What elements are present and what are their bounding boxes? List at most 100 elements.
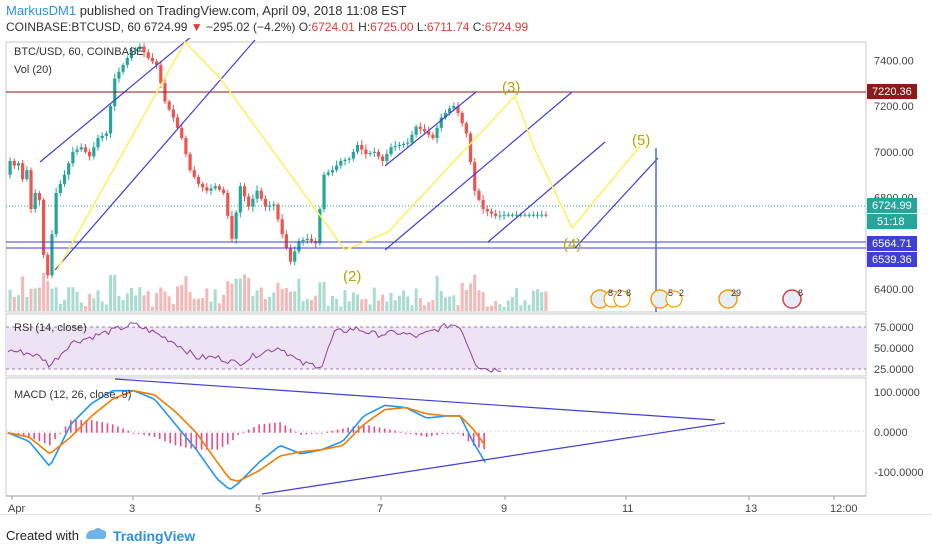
candle-body	[355, 144, 360, 152]
chart-svg[interactable]: 7400.007200.007000.006800.006600.006400.…	[0, 38, 932, 550]
event-flags[interactable]: 8 2 8 5 2 29 8	[590, 288, 803, 309]
volume-bar	[163, 291, 167, 311]
candle-body	[385, 154, 389, 161]
candle-body	[58, 183, 62, 194]
candle-body	[372, 151, 376, 153]
volume-bar	[322, 281, 326, 311]
price-tag-last-text: 6724.99	[872, 200, 912, 212]
price-pane[interactable]	[5, 41, 867, 313]
macd-histogram-bar	[132, 432, 135, 434]
candle-body	[242, 186, 247, 197]
macd-histogram-bar	[158, 432, 161, 440]
event-count: 5	[668, 288, 673, 298]
price-tag-support-2	[867, 252, 917, 267]
low-value: 6711.74	[426, 20, 470, 34]
channel-3-lower[interactable]	[574, 157, 659, 249]
volume-bar	[138, 287, 142, 311]
candle-body	[322, 174, 326, 210]
candle-body	[16, 163, 21, 166]
candle-body	[531, 214, 535, 216]
publish-info: MarkusDM1 published on TradingView.com, …	[6, 3, 407, 18]
macd-histogram-bar	[190, 432, 192, 449]
macd-histogram-bar	[90, 420, 93, 433]
event-badge-icon[interactable]	[665, 290, 683, 308]
time-axis-tick: 7	[377, 503, 383, 515]
macd-pane[interactable]	[5, 377, 867, 497]
candle-body	[540, 214, 544, 216]
macd-histogram-bar	[420, 432, 423, 436]
author-name[interactable]: MarkusDM1	[6, 3, 77, 18]
candle-body	[376, 151, 381, 157]
candle-body	[489, 211, 494, 214]
candle-body	[83, 147, 88, 152]
candle-body	[247, 196, 251, 207]
candle-body	[29, 170, 33, 210]
volume-bar	[460, 282, 464, 311]
macd-histogram-bar	[263, 423, 266, 433]
volume-bar	[410, 305, 414, 311]
channel-2-lower[interactable]	[384, 91, 573, 251]
volume-bar	[305, 299, 309, 311]
volume-bar	[92, 298, 96, 311]
macd-histogram-bar	[326, 431, 328, 433]
publish-text: published on TradingView.com, April 09, …	[76, 3, 407, 18]
volume-bar	[381, 294, 385, 311]
candle-body	[62, 174, 67, 184]
candle-body	[159, 64, 163, 84]
macd-histogram-bar	[169, 432, 172, 444]
volume-bar	[527, 304, 531, 311]
candle-body	[397, 144, 401, 147]
channel-1-upper[interactable]	[39, 38, 192, 163]
candle-body	[481, 199, 485, 210]
macd-histogram-bar	[368, 425, 370, 433]
macd-histogram-bar	[38, 432, 41, 442]
volume-bar	[376, 300, 380, 311]
macd-histogram-bar	[226, 432, 229, 445]
time-axis-tick: 9	[501, 503, 507, 515]
candle-body	[406, 142, 410, 144]
volume-bar	[423, 305, 427, 311]
event-count: 8	[608, 288, 613, 298]
tradingview-brand[interactable]: TradingView	[113, 528, 196, 544]
macd-histogram-bar	[101, 422, 103, 433]
volume-bar	[263, 299, 267, 311]
candle-body	[351, 151, 355, 159]
channel-1-lower[interactable]	[54, 39, 256, 271]
volume-bar	[109, 274, 113, 311]
volume-bar	[226, 281, 230, 311]
macd-histogram-bar	[111, 424, 114, 433]
us-flag-icon[interactable]	[718, 289, 738, 309]
candle-body	[519, 214, 523, 216]
volume-bar	[251, 296, 255, 311]
macd-histogram-bar	[96, 421, 98, 433]
candle-body	[192, 170, 196, 177]
channel-2-upper[interactable]	[384, 91, 477, 167]
macd-histogram-bar	[284, 425, 287, 433]
macd-histogram-bar	[195, 432, 198, 450]
price-tag-resistance	[867, 84, 917, 99]
wave-label-5: (5)	[632, 132, 650, 149]
candle-body	[263, 198, 268, 207]
channel-3-upper[interactable]	[487, 141, 606, 243]
us-flag-icon[interactable]	[782, 289, 802, 309]
candle-body	[121, 64, 125, 72]
candle-body	[125, 58, 129, 65]
candle-body	[217, 186, 221, 190]
price-tag-last	[867, 198, 917, 213]
candle-body	[464, 123, 468, 134]
macd-histogram-bar	[247, 429, 250, 433]
macd-trendline-upper[interactable]	[114, 378, 716, 421]
price-axis-tick: 6400.00	[874, 284, 914, 296]
macd-histogram-bar	[342, 428, 344, 433]
wave-label-4: (4)	[563, 236, 581, 253]
time-axis-tick: 13	[745, 503, 757, 515]
volume-bar	[448, 296, 452, 311]
candle-body	[460, 112, 464, 124]
volume-bar	[452, 295, 456, 311]
volume-bar	[196, 298, 200, 311]
event-badge-icon[interactable]	[613, 290, 631, 308]
elliott-wave-path[interactable]	[56, 40, 641, 271]
macd-axis-tick: -100.0000	[874, 467, 924, 479]
macd-trendline-lower[interactable]	[261, 422, 726, 495]
